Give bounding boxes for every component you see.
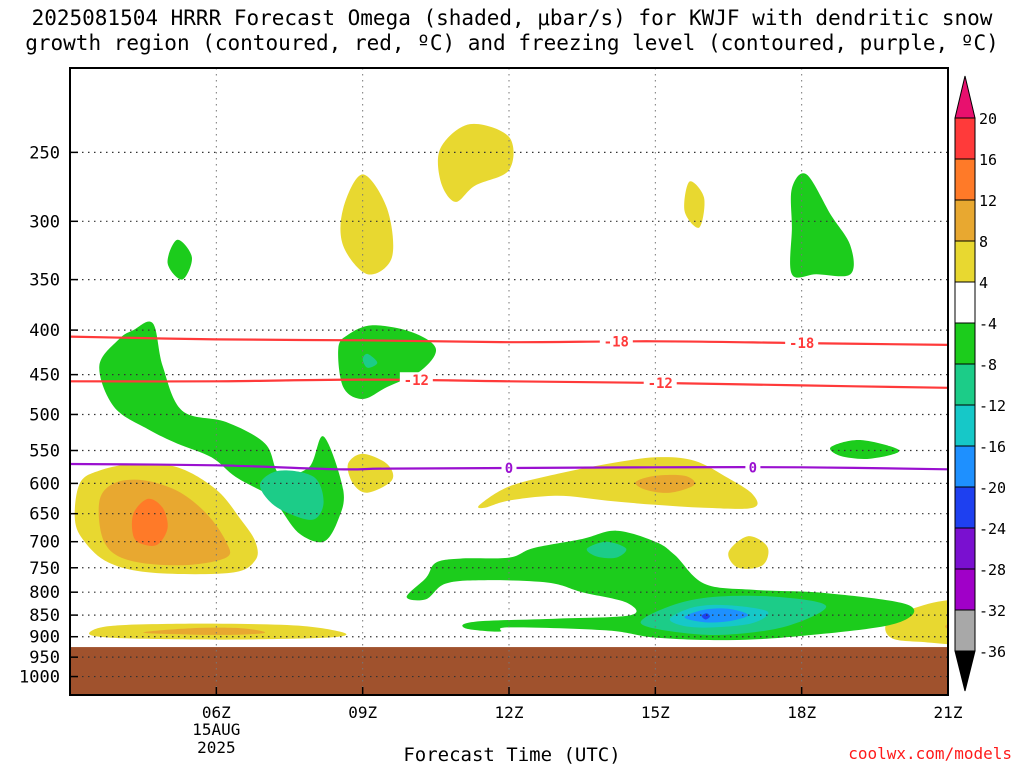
y-tick-label: 300 [29, 212, 60, 232]
colorbar-label: -8 [979, 356, 997, 374]
x-tick-label: 15Z [641, 703, 670, 722]
omega-region-11 [728, 536, 769, 569]
y-tick-label: 850 [29, 606, 60, 626]
x-tick-label: 06Z [202, 703, 231, 722]
colorbar-label: 20 [979, 110, 997, 128]
omega-region-12 [885, 600, 948, 645]
colorbar-segment [954, 322, 976, 365]
contour-line-1 [70, 378, 948, 389]
colorbar-label: -4 [979, 315, 997, 333]
colorbar-label: 12 [979, 192, 997, 210]
colorbar-segment [954, 199, 976, 242]
colorbar-segment [954, 240, 976, 283]
x-tick-label: 12Z [495, 703, 524, 722]
colorbar-label: -28 [979, 561, 1006, 579]
colorbar-segment [954, 568, 976, 611]
y-tick-label: 500 [29, 405, 60, 425]
y-tick-label: 750 [29, 559, 60, 579]
contour-label-bg [501, 459, 517, 476]
x-tick-sublabel: 15AUG [192, 720, 240, 739]
colorbar-top-arrow [954, 75, 976, 119]
credit-text: coolwx.com/models [848, 744, 1012, 763]
colorbar-segment [954, 609, 976, 652]
colorbar-segment [954, 404, 976, 447]
omega-region-4 [143, 627, 266, 635]
x-tick-label: 09Z [348, 703, 377, 722]
omega-fill-layer [74, 123, 948, 645]
contour-label: -12 [404, 373, 429, 389]
colorbar-label: -16 [979, 438, 1006, 456]
y-axis-ticks: 2503003504004505005506006507007508008509… [19, 143, 78, 688]
colorbar-segment [954, 281, 976, 324]
contour-label-bg [785, 335, 819, 352]
contour-line-0 [70, 335, 948, 347]
y-tick-label: 450 [29, 366, 60, 386]
y-tick-label: 700 [29, 533, 60, 553]
contour-label: 0 [505, 461, 513, 477]
x-tick-label: 18Z [787, 703, 816, 722]
omega-region-8 [347, 453, 394, 493]
colorbar: 20 16 12 8 4 -4 -8 -12 -16 -20 -24 -28 -32 -36 [954, 75, 1006, 692]
omega-region-6 [340, 174, 394, 275]
colorbar-bottom-arrow [954, 650, 976, 692]
contour-line-2 [70, 462, 948, 471]
y-tick-label: 900 [29, 628, 60, 648]
omega-region-20 [830, 439, 900, 459]
colorbar-label: -12 [979, 397, 1006, 415]
x-axis-label: Forecast Time (UTC) [403, 744, 621, 766]
colorbar-label: -32 [979, 602, 1006, 620]
omega-region-26 [701, 613, 711, 620]
y-tick-label: 950 [29, 648, 60, 668]
colorbar-segment [954, 445, 976, 488]
contour-label-bg [745, 459, 761, 476]
omega-region-25 [684, 608, 748, 623]
contour-label: -18 [789, 336, 814, 352]
omega-region-7 [684, 181, 705, 228]
omega-region-2 [131, 498, 168, 546]
title-line-2: growth region (contoured, red, ºC) and f… [25, 31, 999, 55]
contour-label: -18 [604, 335, 629, 351]
x-tick-sublabel: 2025 [197, 738, 236, 757]
y-tick-label: 600 [29, 474, 60, 494]
colorbar-label: 16 [979, 151, 997, 169]
colorbar-segment [954, 527, 976, 570]
omega-region-9 [478, 457, 758, 509]
colorbar-segment [954, 117, 976, 160]
omega-region-22 [586, 541, 627, 559]
colorbar-segment [954, 158, 976, 201]
contour-label: -12 [648, 376, 673, 392]
contour-label-bg [399, 372, 433, 389]
y-tick-label: 250 [29, 143, 60, 163]
omega-region-16 [167, 239, 192, 280]
chart-title: 2025081504 HRRR Forecast Omega (shaded, … [0, 6, 1024, 56]
colorbar-segment [954, 486, 976, 529]
colorbar-label: -36 [979, 643, 1006, 661]
omega-region-5 [437, 123, 514, 202]
colorbar-label: 8 [979, 233, 988, 251]
y-tick-label: 650 [29, 505, 60, 525]
omega-region-15 [259, 470, 324, 520]
contour-label: 0 [749, 460, 757, 476]
y-tick-label: 550 [29, 442, 60, 462]
colorbar-segment [954, 363, 976, 406]
contour-layer: -18 -18 -12 -12 0 0 [70, 333, 948, 477]
contour-label-bg [599, 333, 633, 350]
contour-label-bg [643, 375, 677, 392]
x-tick-label: 21Z [934, 703, 963, 722]
colorbar-label: -24 [979, 520, 1006, 538]
omega-region-18 [362, 353, 378, 368]
colorbar-label: -20 [979, 479, 1006, 497]
y-tick-label: 800 [29, 583, 60, 603]
y-tick-label: 400 [29, 321, 60, 341]
title-line-1: 2025081504 HRRR Forecast Omega (shaded, … [31, 6, 993, 30]
omega-region-19 [790, 173, 854, 278]
y-tick-label: 350 [29, 271, 60, 291]
y-tick-label: 1000 [19, 668, 60, 688]
colorbar-label: 4 [979, 274, 988, 292]
